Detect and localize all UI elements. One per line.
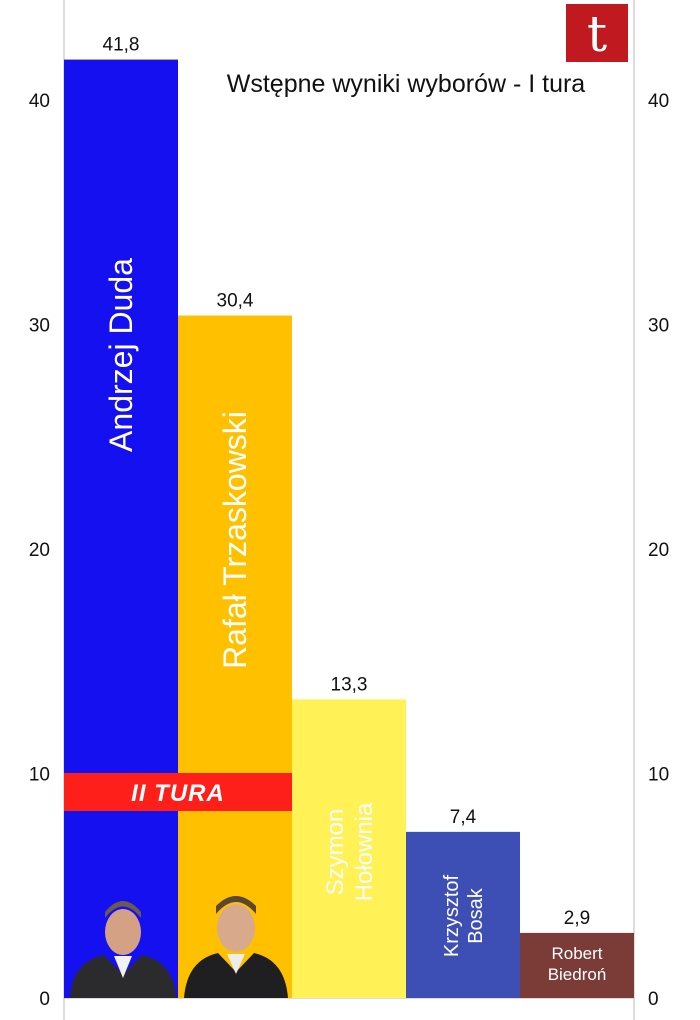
value-label: 7,4 bbox=[450, 807, 477, 828]
bar bbox=[520, 932, 634, 998]
value-label: 30,4 bbox=[217, 291, 254, 312]
portrait-rafal-trzaskowski bbox=[184, 896, 288, 998]
portrait-andrzej-duda bbox=[70, 901, 176, 998]
left-tick-label: 30 bbox=[29, 316, 50, 337]
bar bbox=[292, 699, 406, 998]
left-tick-label: 40 bbox=[29, 91, 50, 112]
chart-title: Wstępne wyniki wyborów - I tura bbox=[227, 70, 586, 98]
second-round-banner-text: II TURA bbox=[131, 780, 225, 807]
category-label: Rafał Trzaskowski bbox=[217, 411, 253, 669]
bars: Andrzej Duda Rafał Trzaskowski SzymonHołow… bbox=[64, 59, 634, 998]
right-tick-label: 30 bbox=[648, 316, 669, 337]
right-tick-label: 20 bbox=[648, 540, 669, 561]
right-tick-label: 10 bbox=[648, 765, 669, 786]
second-round-banner-bg bbox=[64, 773, 292, 811]
category-label: Andrzej Duda bbox=[103, 258, 139, 452]
left-tick-label: 20 bbox=[29, 540, 50, 561]
bar bbox=[64, 59, 178, 998]
second-round-banner: II TURA bbox=[64, 773, 292, 811]
category-label: Krzysztof Bosak bbox=[441, 874, 487, 957]
right-tick-label: 40 bbox=[648, 91, 669, 112]
logo-letter: t bbox=[587, 5, 607, 63]
bar bbox=[406, 831, 520, 998]
value-labels: 41,8 30,4 13,3 7,4 2,9 bbox=[103, 35, 591, 929]
right-tick-label: 0 bbox=[648, 989, 659, 1010]
bar bbox=[178, 315, 292, 998]
left-tick-label: 0 bbox=[39, 989, 50, 1010]
category-label: SzymonHołownia bbox=[322, 802, 378, 901]
logo: t bbox=[566, 4, 628, 63]
right-axis-ticks: 0 10 20 30 40 bbox=[648, 91, 669, 1010]
logo-bg bbox=[566, 4, 628, 62]
value-label: 41,8 bbox=[103, 35, 140, 56]
category-label: Robert Biedroń bbox=[548, 944, 607, 984]
left-tick-label: 10 bbox=[29, 765, 50, 786]
value-label: 13,3 bbox=[331, 674, 368, 695]
left-axis-ticks: 0 10 20 30 40 bbox=[29, 91, 50, 1010]
value-label: 2,9 bbox=[564, 908, 590, 929]
